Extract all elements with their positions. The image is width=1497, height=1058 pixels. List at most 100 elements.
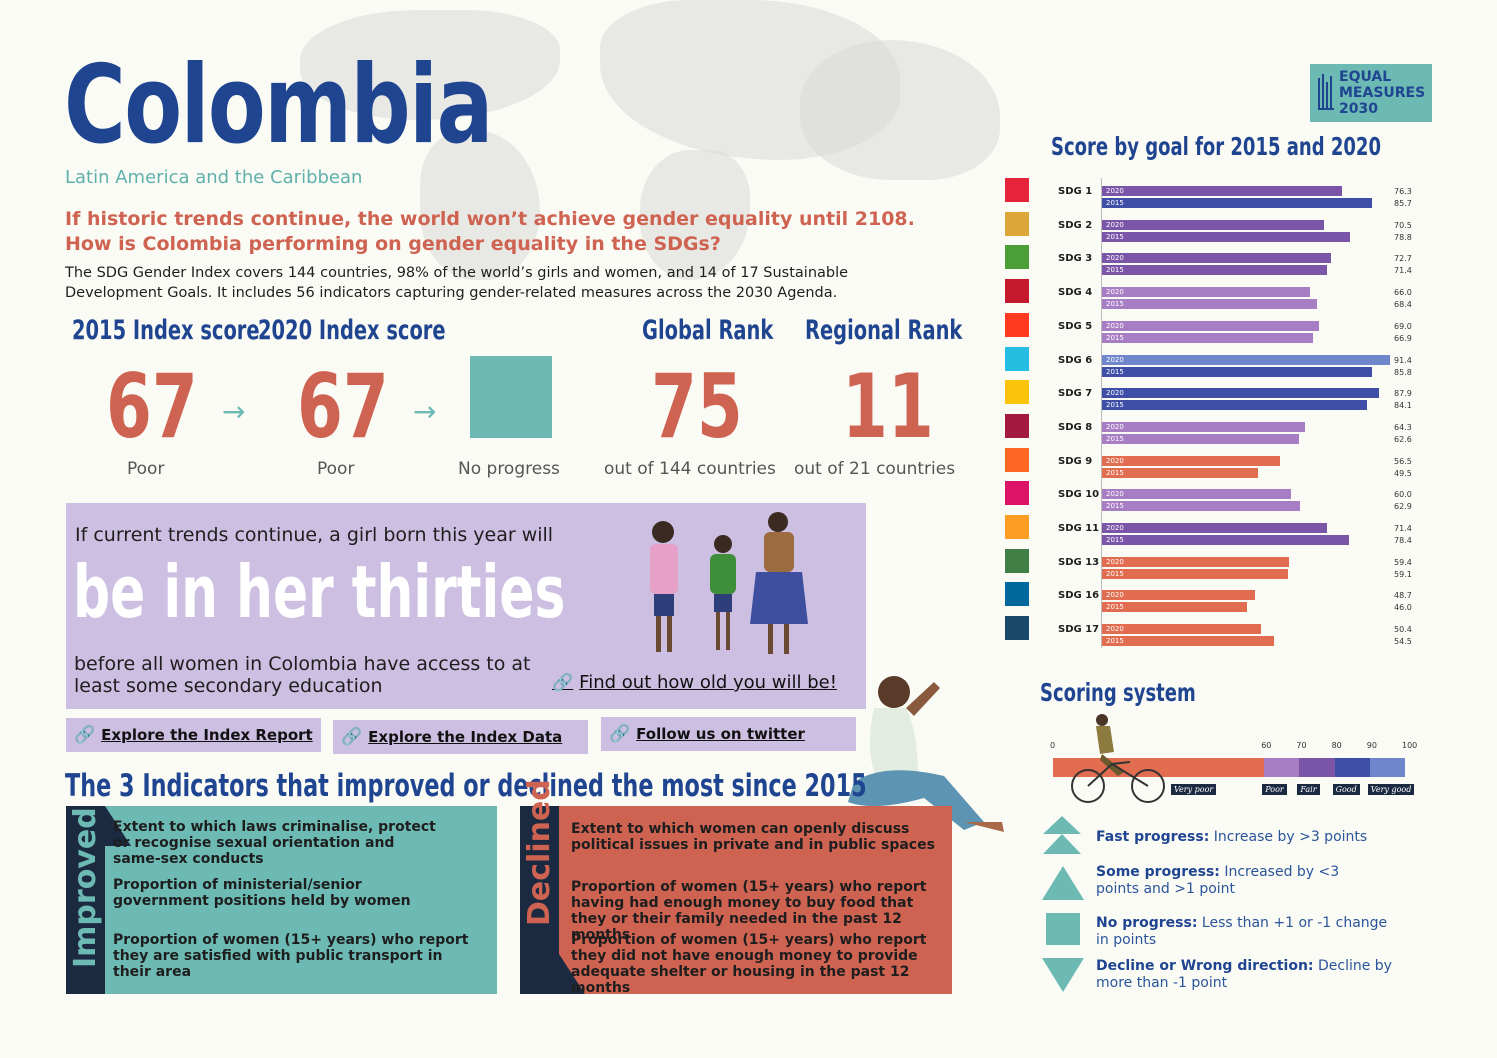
bar-2020: 2020 <box>1102 556 1290 567</box>
bar-value-label: 64.3 <box>1394 422 1412 432</box>
page-title: Colombia <box>64 43 493 168</box>
regional-rank-sub: out of 21 countries <box>794 459 956 479</box>
bar-value-label: 78.4 <box>1394 536 1412 545</box>
find-age-link-text: Find out how old you will be! <box>579 672 837 693</box>
improved-notch-icon <box>105 806 131 846</box>
bar-value-label: 70.5 <box>1394 220 1412 230</box>
follow-twitter-link[interactable]: 🔗 Follow us on twitter <box>601 717 856 751</box>
girl-panel-headline: be in her thirties <box>73 550 566 634</box>
bar-value-label: 50.4 <box>1394 625 1412 635</box>
arrow-right-icon: → <box>222 395 246 428</box>
bar-2015: 2015 <box>1102 332 1313 343</box>
bar-2020: 2020 <box>1102 287 1310 298</box>
explore-index-data-link[interactable]: 🔗 Explore the Index Data <box>333 720 588 754</box>
indicators-title: The 3 Indicators that improved or declin… <box>65 768 867 804</box>
girl-panel-outro: before all women in Colombia have access… <box>74 653 531 697</box>
logo-line-1: EQUAL <box>1339 69 1392 85</box>
world-map-continent <box>640 150 750 280</box>
bar-value-label: 91.4 <box>1394 355 1412 365</box>
sdg-goal-icon <box>1005 413 1029 438</box>
scale-tick-label: 100 <box>1402 741 1418 750</box>
bar-year-tag: 2015 <box>1106 434 1124 443</box>
schoolgirls-illustration <box>650 512 808 654</box>
chart-title: Score by goal for 2015 and 2020 <box>1051 132 1381 161</box>
bar-year-tag: 2015 <box>1106 401 1124 410</box>
bar-2015: 2015 <box>1102 636 1274 647</box>
score-2015-value: 67 <box>106 355 198 458</box>
regional-rank-label: Regional Rank <box>805 315 963 346</box>
sdg-goal-icon <box>1005 245 1029 270</box>
scale-band <box>1369 758 1405 777</box>
bar-2015: 2015 <box>1102 467 1258 478</box>
scale-band-label: Poor <box>1262 784 1287 795</box>
bar-2020: 2020 <box>1102 219 1325 230</box>
declined-panel <box>520 806 952 994</box>
bar-2020: 2020 <box>1102 354 1390 365</box>
bar-2020: 2020 <box>1102 320 1320 331</box>
bar-year-tag: 2015 <box>1106 266 1124 275</box>
improved-item-1: Extent to which laws criminalise, protec… <box>113 819 436 867</box>
bar-year-tag: 2020 <box>1106 524 1124 532</box>
sdg-category-label: SDG 5 <box>1058 320 1093 332</box>
bar-2015: 2015 <box>1102 535 1349 545</box>
legend-some-progress: Some progress: Increased by <3 points an… <box>1096 864 1346 898</box>
explore-index-report-link[interactable]: 🔗 Explore the Index Report <box>66 718 321 752</box>
bar-2015: 2015 <box>1102 568 1289 579</box>
bar-year-tag: 2015 <box>1106 468 1124 477</box>
bar-value-label: 87.9 <box>1394 389 1412 399</box>
bar-value-label: 46.0 <box>1394 603 1412 613</box>
sdg-goal-icon <box>1005 346 1029 371</box>
improved-panel <box>66 806 497 994</box>
sdg-category-label: SDG 2 <box>1058 219 1093 231</box>
score-2020-value: 67 <box>297 355 389 458</box>
logo-line-3: 2030 <box>1339 101 1378 117</box>
bar-value-label: 54.5 <box>1394 637 1412 647</box>
bar-2015: 2015 <box>1102 501 1301 512</box>
score-2015-rating: Poor <box>127 459 165 479</box>
bar-2015: 2015 <box>1102 366 1373 377</box>
bar-2020: 2020 <box>1102 590 1256 601</box>
bar-2015: 2015 <box>1102 265 1327 276</box>
improved-label: Improved <box>68 807 103 968</box>
bar-2015: 2015 <box>1102 400 1367 411</box>
girl-panel-intro: If current trends continue, a girl born … <box>75 524 554 546</box>
progress-status: No progress <box>458 459 560 479</box>
bar-year-tag: 2015 <box>1106 199 1124 207</box>
sdg-goal-icon <box>1005 312 1029 337</box>
bar-year-tag: 2015 <box>1106 367 1124 376</box>
bar-value-label: 76.3 <box>1394 187 1412 196</box>
logo-bars-icon <box>1318 74 1334 110</box>
bar-year-tag: 2015 <box>1106 637 1124 646</box>
improved-item-2: Proportion of ministerial/senior governm… <box>113 877 411 909</box>
logo-text: EQUAL MEASURES 2030 <box>1339 69 1425 117</box>
bar-year-tag: 2020 <box>1106 422 1124 431</box>
sdg-category-label: SDG 11 <box>1058 523 1100 534</box>
bar-value-label: 62.9 <box>1394 502 1412 512</box>
legend-fast-progress-text: Increase by >3 points <box>1209 829 1368 845</box>
sdg-goal-icon <box>1005 481 1029 506</box>
bar-year-tag: 2015 <box>1106 603 1124 612</box>
legend-decline-title: Decline or Wrong direction: <box>1096 958 1314 974</box>
bar-year-tag: 2020 <box>1106 355 1124 364</box>
sdg-goal-icon <box>1005 447 1029 472</box>
scale-band-label: Good <box>1332 784 1360 795</box>
regional-rank-value: 11 <box>842 355 934 458</box>
global-rank-label: Global Rank <box>642 315 774 346</box>
link-chain-icon: 🔗 <box>552 673 574 693</box>
declined-strip <box>520 806 559 994</box>
legend-decline-text: Decline by more than -1 point <box>1096 958 1392 991</box>
bar-2020: 2020 <box>1102 624 1261 635</box>
sdg-category-label: SDG 7 <box>1058 388 1093 400</box>
legend-no-progress-title: No progress: <box>1096 915 1198 931</box>
bar-2020: 2020 <box>1102 388 1379 399</box>
sdg-category-label: SDG 13 <box>1058 556 1100 568</box>
find-age-link[interactable]: 🔗 Find out how old you will be! <box>552 672 837 693</box>
sdg-category-label: SDG 8 <box>1058 421 1093 433</box>
bar-value-label: 85.8 <box>1394 367 1412 377</box>
bar-value-label: 68.4 <box>1394 300 1412 310</box>
scale-tick-label: 70 <box>1296 741 1307 750</box>
bar-value-label: 71.4 <box>1394 266 1412 276</box>
sdg-goal-icon <box>1005 279 1029 304</box>
bar-year-tag: 2020 <box>1106 220 1124 229</box>
scale-band-label: Very good <box>1367 784 1415 795</box>
